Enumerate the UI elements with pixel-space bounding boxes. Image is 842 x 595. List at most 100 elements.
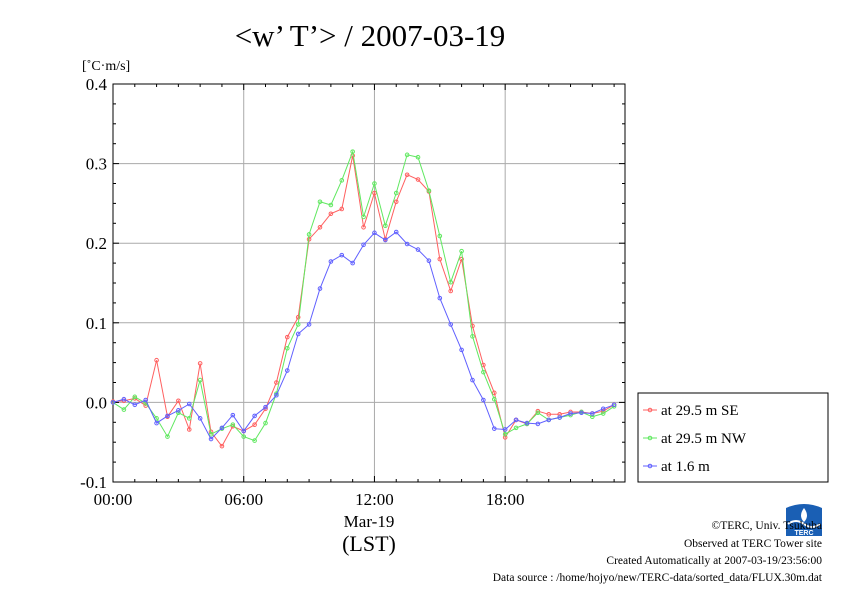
data-point	[317, 286, 323, 291]
data-point	[491, 390, 497, 396]
data-point	[328, 211, 334, 217]
data-point	[481, 369, 486, 375]
footer-source: Data source : /home/hojyo/new/TERC-data/…	[492, 572, 822, 584]
y-tick-label: 0.4	[86, 75, 108, 94]
data-point	[339, 252, 345, 258]
data-point	[459, 256, 464, 262]
data-point	[328, 259, 334, 264]
data-point	[459, 347, 464, 353]
data-point	[437, 233, 443, 239]
data-point	[437, 256, 443, 262]
series-3	[110, 229, 617, 442]
y-tick-label: 0.1	[86, 314, 107, 333]
legend-swatch-marker	[647, 407, 653, 413]
footer-site: Observed at TERC Tower site	[683, 538, 822, 550]
data-point	[448, 288, 454, 294]
data-point	[154, 420, 159, 426]
data-point	[415, 247, 421, 252]
data-point	[491, 396, 497, 402]
data-point	[186, 416, 192, 421]
data-point	[393, 190, 399, 196]
legend-item: at 29.5 m NW	[643, 431, 747, 447]
data-point	[306, 232, 312, 237]
grid-lines	[113, 84, 625, 482]
series-layer	[110, 149, 617, 449]
data-point	[230, 412, 236, 418]
axis-ticks: -0.1 0.0 0.1 0.2 0.3 0.4 00:00 06:00 12:00 18:00	[80, 75, 625, 509]
data-point	[306, 322, 312, 327]
data-point	[600, 411, 606, 416]
data-point	[600, 406, 606, 412]
data-point	[383, 237, 388, 243]
data-point	[219, 425, 225, 431]
data-point	[372, 230, 377, 236]
data-point	[535, 421, 541, 427]
data-point	[274, 380, 279, 385]
data-point	[415, 177, 421, 182]
x-tick-label: 18:00	[486, 490, 525, 509]
data-point	[143, 397, 148, 403]
data-point	[230, 422, 236, 427]
legend-box	[637, 392, 829, 483]
y-tick-label: 0.2	[86, 234, 107, 253]
data-point	[252, 413, 257, 419]
data-point	[197, 361, 203, 366]
data-point	[154, 357, 159, 363]
data-point	[121, 407, 127, 412]
data-point	[110, 400, 116, 405]
data-point	[284, 345, 290, 351]
data-point	[426, 188, 432, 193]
legend-swatch-marker	[647, 463, 653, 469]
y-tick-label: 0.3	[86, 155, 107, 174]
data-point	[295, 314, 301, 320]
data-point	[513, 425, 519, 431]
data-point	[121, 396, 127, 402]
data-point	[404, 172, 410, 178]
data-point	[426, 258, 432, 264]
data-point	[568, 411, 573, 416]
series-line	[112, 231, 615, 440]
terc-logo-icon: TERC	[786, 504, 822, 537]
x-tick-label: 00:00	[94, 490, 133, 509]
footer-created: Created Automatically at 2007-03-19/23:5…	[606, 555, 822, 567]
data-point	[611, 404, 617, 409]
data-point	[284, 334, 290, 340]
legend-label: at 1.6 m	[661, 459, 710, 475]
data-point	[241, 428, 247, 434]
data-point	[502, 427, 508, 432]
data-point	[176, 398, 181, 404]
data-point	[339, 206, 345, 212]
data-point	[317, 199, 323, 205]
legend: at 29.5 m SE at 29.5 m NW at 1.6 m	[637, 392, 829, 483]
footer-copyright: ©TERC, Univ. Tsukuba	[711, 520, 822, 532]
data-point	[208, 436, 214, 442]
x-axis-date-label: Mar-19	[344, 512, 395, 531]
data-point	[393, 229, 399, 235]
data-point	[448, 322, 454, 327]
data-point	[470, 334, 475, 339]
x-tick-label: 06:00	[224, 490, 263, 509]
data-point	[295, 322, 301, 327]
data-point	[502, 431, 508, 437]
data-point	[186, 427, 192, 432]
y-axis-label: [˚C·m/s]	[82, 59, 130, 74]
data-point	[415, 154, 421, 160]
data-point	[361, 242, 366, 248]
series-2	[110, 149, 617, 443]
data-point	[350, 149, 355, 154]
data-point	[361, 224, 366, 230]
data-point	[165, 413, 170, 419]
plot-frame	[112, 83, 626, 483]
data-point	[208, 431, 214, 437]
data-point	[590, 411, 595, 416]
data-point	[404, 152, 410, 158]
logo-text: TERC	[794, 530, 813, 537]
data-point	[579, 410, 584, 416]
data-point	[263, 404, 268, 410]
data-point	[165, 434, 170, 439]
series-1	[110, 153, 617, 449]
data-point	[197, 377, 203, 383]
data-point	[557, 415, 562, 420]
data-point	[361, 214, 366, 220]
